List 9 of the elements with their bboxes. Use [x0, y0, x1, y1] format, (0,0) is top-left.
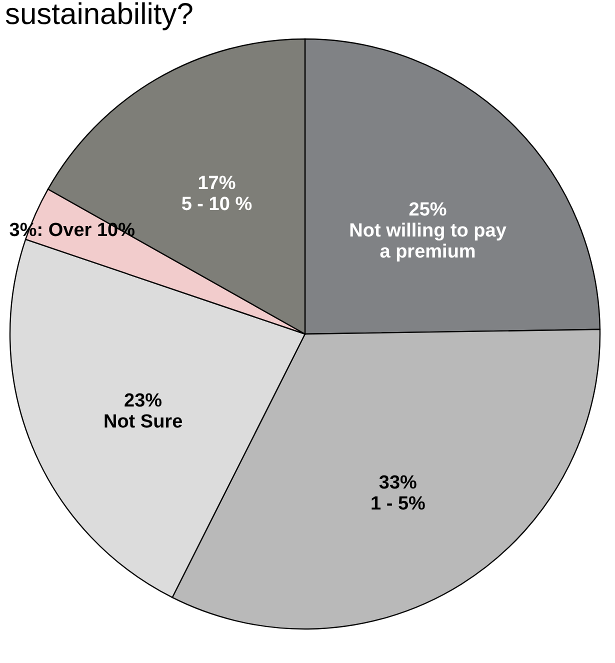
- chart-title: sustainability?: [5, 0, 194, 31]
- data-label: 23%: [124, 390, 162, 412]
- data-label: 17%: [198, 172, 236, 194]
- slice-label: 1 - 5%: [370, 493, 426, 514]
- slice-label: 5 - 10 %: [181, 194, 252, 215]
- data-label: 25%: [408, 199, 447, 220]
- slice-label: Not willing to pay a premium: [349, 220, 507, 262]
- slice-label: Not Sure: [103, 411, 183, 432]
- data-label: 33%: [378, 472, 418, 494]
